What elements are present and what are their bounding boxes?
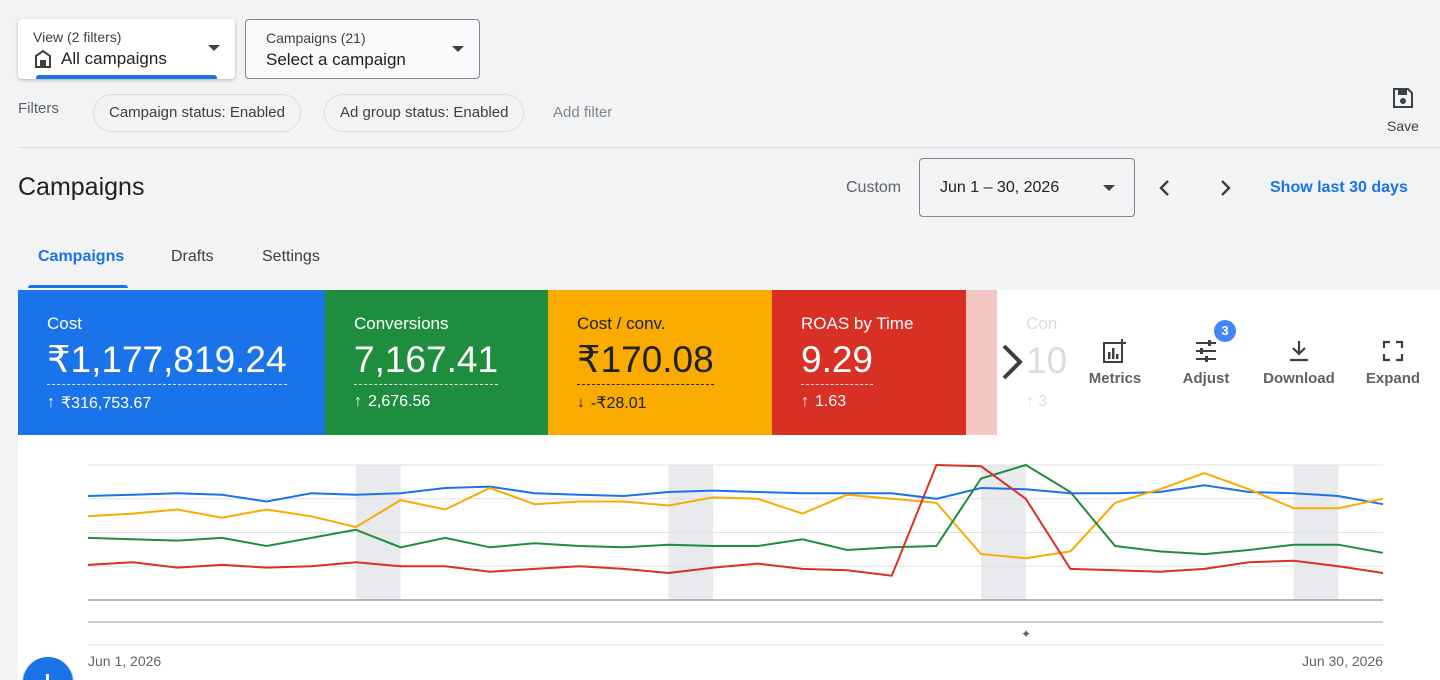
- campaign-dropdown-sublabel: Campaigns (21): [266, 30, 366, 46]
- page-title: Campaigns: [18, 173, 145, 201]
- tab-drafts[interactable]: Drafts: [171, 248, 214, 265]
- x-axis-start-label: Jun 1, 2026: [88, 653, 162, 669]
- tab-campaigns[interactable]: Campaigns: [38, 248, 125, 265]
- filters-label: Filters: [18, 100, 59, 117]
- scorecard-stub: [966, 290, 997, 435]
- series-line-1: [87, 484, 1384, 506]
- metrics-label: Metrics: [1088, 370, 1142, 387]
- scorecard-delta: ↑ 3: [1026, 393, 1048, 410]
- download-label: Download: [1263, 370, 1335, 387]
- scorecard-delta: -₹28.01: [591, 395, 647, 412]
- download-icon: [1290, 341, 1308, 362]
- expand-button[interactable]: Expand: [1353, 338, 1433, 387]
- chevron-down-icon: [452, 46, 464, 52]
- adjust-badge: 3: [1214, 320, 1236, 342]
- fullscreen-icon: [1382, 340, 1404, 362]
- add-filter-button[interactable]: Add filter: [553, 104, 613, 121]
- arrow-up-icon: ↑: [354, 393, 362, 410]
- scorecard-delta: ₹316,753.67: [61, 395, 152, 412]
- scorecard-label: ROAS by Time: [801, 314, 914, 333]
- tab-settings[interactable]: Settings: [262, 248, 320, 265]
- scorecard-cost-per-conv[interactable]: Cost / conv. ₹170.08 ↓ -₹28.01: [548, 290, 772, 435]
- chevron-down-icon: [1103, 185, 1115, 191]
- arrow-up-icon: ↑: [47, 394, 55, 411]
- active-tab-indicator: [28, 285, 128, 288]
- save-icon: [1393, 88, 1413, 108]
- scorecard-value: 9.29: [801, 340, 874, 385]
- scorecard-label: Cost / conv.: [577, 314, 666, 333]
- metrics-button[interactable]: Metrics: [1075, 338, 1155, 387]
- scorecard-value: ₹1,177,819.24: [47, 340, 287, 385]
- store-icon: [35, 49, 51, 68]
- filter-chip-ad-group-status[interactable]: Ad group status: Enabled: [324, 94, 525, 132]
- download-button[interactable]: Download: [1259, 338, 1339, 387]
- scorecard-value: ₹170.08: [577, 340, 714, 385]
- adjust-button[interactable]: 3 Adjust: [1166, 320, 1246, 387]
- scorecard-delta: 2,676.56: [368, 393, 431, 410]
- save-label: Save: [1387, 118, 1419, 134]
- scorecard-label: Cost: [47, 314, 82, 333]
- save-button[interactable]: Save: [1380, 86, 1426, 134]
- series-line-2: [87, 472, 1384, 560]
- chevron-down-icon: [208, 45, 220, 51]
- adjust-label: Adjust: [1182, 370, 1230, 387]
- divider: [18, 147, 1440, 148]
- view-dropdown-value: All campaigns: [61, 49, 167, 68]
- chevron-right-icon[interactable]: [1213, 176, 1237, 200]
- scorecard-label: Conversions: [354, 314, 449, 333]
- chevron-left-icon[interactable]: [1153, 176, 1177, 200]
- chevron-right-icon[interactable]: [996, 342, 1028, 382]
- show-last-30-days-link[interactable]: Show last 30 days: [1270, 179, 1408, 196]
- scorecard-conversions[interactable]: Conversions 7,167.41 ↑ 2,676.56: [325, 290, 548, 435]
- x-axis-end-label: Jun 30, 2026: [1302, 653, 1383, 669]
- scorecards-panel: Cost ₹1,177,819.24 ↑ ₹316,753.67 Conversi…: [18, 290, 1440, 435]
- arrow-up-icon: ↑: [801, 393, 809, 410]
- scorecard-delta: 1.63: [815, 393, 847, 410]
- add-fab-button[interactable]: [23, 657, 73, 680]
- metrics-icon: [1103, 339, 1126, 363]
- series-line-4: [87, 463, 1384, 577]
- scorecard-value: 10: [1026, 340, 1068, 381]
- scorecard-label: Con: [1026, 314, 1058, 333]
- campaign-dropdown-value: Select a campaign: [266, 50, 406, 69]
- date-preset-label: Custom: [846, 179, 902, 196]
- scorecard-cost[interactable]: Cost ₹1,177,819.24 ↑ ₹316,753.67: [18, 290, 325, 435]
- scorecard-hidden: Con 10 ↑ 3: [1026, 290, 1076, 435]
- date-range-value: Jun 1 – 30, 2026: [940, 179, 1060, 196]
- view-dropdown-sublabel: View (2 filters): [33, 29, 122, 45]
- sparkle-icon: ✦: [1021, 627, 1031, 641]
- filter-chip-campaign-status[interactable]: Campaign status: Enabled: [93, 94, 301, 132]
- view-dropdown[interactable]: View (2 filters) All campaigns: [18, 19, 235, 79]
- expand-label: Expand: [1365, 370, 1421, 387]
- series-line-3: [87, 463, 1384, 556]
- date-range-picker[interactable]: Jun 1 – 30, 2026: [919, 158, 1135, 217]
- arrow-down-icon: ↓: [577, 394, 585, 411]
- campaign-dropdown[interactable]: Campaigns (21) Select a campaign: [245, 19, 480, 79]
- scorecard-roas[interactable]: ROAS by Time 9.29 ↑ 1.63: [772, 290, 966, 435]
- tune-icon: [1196, 340, 1216, 362]
- view-dropdown-active-indicator: [36, 75, 217, 79]
- line-chart: ✦: [87, 463, 1384, 646]
- performance-chart: ✦ Jun 1, 2026 Jun 30, 2026: [18, 435, 1440, 680]
- scorecard-value: 7,167.41: [354, 340, 499, 385]
